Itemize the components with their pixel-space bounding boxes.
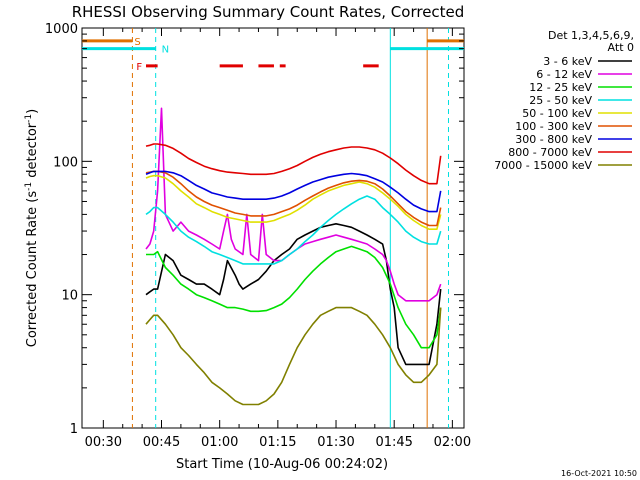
legend-entry-label: 25 - 50 keV [529, 94, 592, 107]
y-axis-label-main: Corrected Count Rate (s [25, 191, 40, 348]
legend-entry-label: 3 - 6 keV [543, 55, 592, 68]
x-tick-label: 01:30 [317, 435, 354, 450]
x-axis-ticks: 00:30 00:45 01:00 01:15 01:30 01:45 02:00 [85, 28, 471, 450]
y-tick-label: 10 [61, 289, 78, 304]
x-tick-label: 01:45 [375, 435, 412, 450]
legend-entry-label: 800 - 7000 keV [508, 146, 592, 159]
x-tick-label: 01:15 [259, 435, 296, 450]
chart-title: RHESSI Observing Summary Count Rates, Co… [72, 3, 465, 21]
legend-entry-label: 300 - 800 keV [515, 133, 592, 146]
y-axis-ticks: 1 10 100 1000 [45, 22, 464, 437]
legend-entry-label: 7000 - 15000 keV [494, 159, 592, 172]
series-line [146, 245, 442, 349]
state-markers: S N F [82, 37, 464, 73]
x-tick-label: 02:00 [434, 435, 471, 450]
x-tick-label: 00:45 [143, 435, 180, 450]
x-tick-label: 01:00 [201, 435, 238, 450]
footer-date: 16-Oct-2021 10:50 [561, 469, 637, 478]
x-tick-label: 00:30 [85, 435, 122, 450]
series-line [145, 306, 442, 406]
saa-marker-label: S [134, 37, 140, 48]
legend-entry-label: 100 - 300 keV [515, 120, 592, 133]
legend-entry-label: 12 - 25 keV [529, 81, 592, 94]
y-axis-label-sup2: -1 [24, 114, 34, 123]
y-tick-label: 1000 [45, 22, 78, 37]
series-lines [145, 107, 442, 406]
y-axis-label-tail: detector [25, 122, 40, 182]
series-line [145, 170, 442, 227]
vertical-event-lines [131, 28, 449, 428]
series-line [145, 170, 442, 213]
plot-area: SNF 00:30 00:45 01:00 01:15 01:30 01:45 02:00 … [45, 22, 471, 450]
legend-header-attenuator: Att 0 [608, 41, 634, 54]
flare-marker-label: F [136, 62, 142, 73]
legend-entry-label: 50 - 100 keV [522, 107, 592, 120]
series-line [145, 174, 442, 230]
series-line [145, 223, 442, 366]
y-axis-label-end: ) [25, 109, 40, 114]
y-tick-label: 100 [53, 155, 78, 170]
series-line [145, 143, 442, 185]
series-line [145, 195, 442, 265]
night-marker-label: N [162, 45, 169, 56]
y-axis-label: Corrected Count Rate (s-1 detector-1) [24, 109, 40, 347]
legend-entry-label: 6 - 12 keV [536, 68, 592, 81]
x-axis-label: Start Time (10-Aug-06 00:24:02) [176, 457, 388, 472]
y-axis-label-sup: -1 [24, 182, 34, 191]
plot-frame [81, 27, 465, 429]
series-line [145, 107, 442, 302]
y-tick-label: 1 [70, 422, 78, 437]
legend-header-detectors: Det 1,3,4,5,6,9, [548, 29, 634, 42]
